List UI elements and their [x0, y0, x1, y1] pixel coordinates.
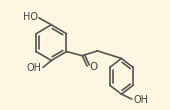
- Text: O: O: [89, 62, 97, 72]
- Text: HO: HO: [23, 12, 38, 22]
- Text: OH: OH: [27, 63, 42, 73]
- Text: OH: OH: [133, 95, 148, 105]
